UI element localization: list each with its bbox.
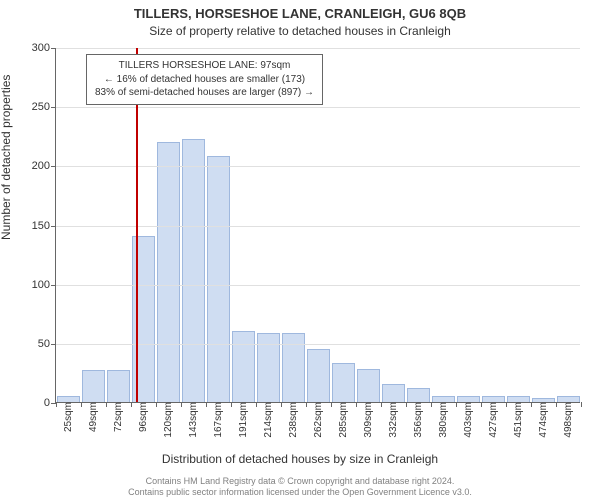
xtick-label: 238sqm (288, 402, 299, 438)
footer-attribution: Contains HM Land Registry data © Crown c… (0, 476, 600, 499)
histogram-bar (207, 156, 230, 402)
xtick-label: 356sqm (413, 402, 424, 438)
xtick-label: 96sqm (138, 402, 149, 432)
xtick-label: 143sqm (188, 402, 199, 438)
plot-area: 05010015020025030025sqm49sqm72sqm96sqm12… (55, 48, 580, 403)
xtick-mark (331, 402, 332, 407)
gridline (56, 107, 580, 108)
chart-subtitle: Size of property relative to detached ho… (0, 24, 600, 38)
xtick-mark (581, 402, 582, 407)
ytick-label: 0 (44, 397, 56, 409)
gridline (56, 285, 580, 286)
xtick-mark (456, 402, 457, 407)
x-axis-label: Distribution of detached houses by size … (0, 452, 600, 466)
xtick-mark (406, 402, 407, 407)
footer-line: Contains HM Land Registry data © Crown c… (0, 476, 600, 487)
xtick-mark (481, 402, 482, 407)
xtick-label: 167sqm (213, 402, 224, 438)
xtick-label: 474sqm (538, 402, 549, 438)
ytick-label: 50 (38, 338, 56, 350)
chart-container: TILLERS, HORSESHOE LANE, CRANLEIGH, GU6 … (0, 0, 600, 500)
gridline (56, 48, 580, 49)
xtick-label: 285sqm (338, 402, 349, 438)
histogram-bar (407, 388, 430, 402)
xtick-mark (56, 402, 57, 407)
annotation-box: TILLERS HORSESHOE LANE: 97sqm← 16% of de… (86, 54, 323, 105)
chart-title: TILLERS, HORSESHOE LANE, CRANLEIGH, GU6 … (0, 6, 600, 21)
histogram-bar (357, 369, 380, 402)
xtick-mark (281, 402, 282, 407)
xtick-mark (381, 402, 382, 407)
histogram-bar (232, 331, 255, 402)
histogram-bar (82, 370, 105, 402)
xtick-mark (181, 402, 182, 407)
xtick-label: 214sqm (263, 402, 274, 438)
gridline (56, 166, 580, 167)
xtick-mark (556, 402, 557, 407)
xtick-label: 403sqm (463, 402, 474, 438)
histogram-bar (182, 139, 205, 402)
footer-line: Contains public sector information licen… (0, 487, 600, 498)
xtick-mark (506, 402, 507, 407)
xtick-mark (106, 402, 107, 407)
ytick-label: 150 (32, 220, 56, 232)
xtick-mark (156, 402, 157, 407)
histogram-bar (382, 384, 405, 402)
histogram-bar (107, 370, 130, 402)
annotation-line: ← 16% of detached houses are smaller (17… (95, 73, 314, 87)
xtick-label: 262sqm (313, 402, 324, 438)
gridline (56, 226, 580, 227)
xtick-label: 25sqm (63, 402, 74, 432)
xtick-mark (131, 402, 132, 407)
xtick-mark (531, 402, 532, 407)
xtick-mark (206, 402, 207, 407)
xtick-mark (356, 402, 357, 407)
xtick-mark (306, 402, 307, 407)
ytick-label: 250 (32, 101, 56, 113)
xtick-label: 49sqm (88, 402, 99, 432)
histogram-bar (332, 363, 355, 402)
annotation-line: 83% of semi-detached houses are larger (… (95, 86, 314, 100)
xtick-label: 120sqm (163, 402, 174, 438)
xtick-label: 380sqm (438, 402, 449, 438)
xtick-label: 191sqm (238, 402, 249, 438)
gridline (56, 344, 580, 345)
xtick-mark (81, 402, 82, 407)
xtick-label: 498sqm (563, 402, 574, 438)
xtick-label: 332sqm (388, 402, 399, 438)
ytick-label: 100 (32, 279, 56, 291)
histogram-bar (307, 349, 330, 402)
xtick-label: 72sqm (113, 402, 124, 432)
ytick-label: 300 (32, 42, 56, 54)
xtick-label: 309sqm (363, 402, 374, 438)
xtick-mark (431, 402, 432, 407)
y-axis-label: Number of detached properties (0, 75, 13, 240)
xtick-mark (231, 402, 232, 407)
histogram-bar (157, 142, 180, 402)
xtick-label: 427sqm (488, 402, 499, 438)
xtick-label: 451sqm (513, 402, 524, 438)
ytick-label: 200 (32, 160, 56, 172)
annotation-line: TILLERS HORSESHOE LANE: 97sqm (95, 59, 314, 73)
xtick-mark (256, 402, 257, 407)
